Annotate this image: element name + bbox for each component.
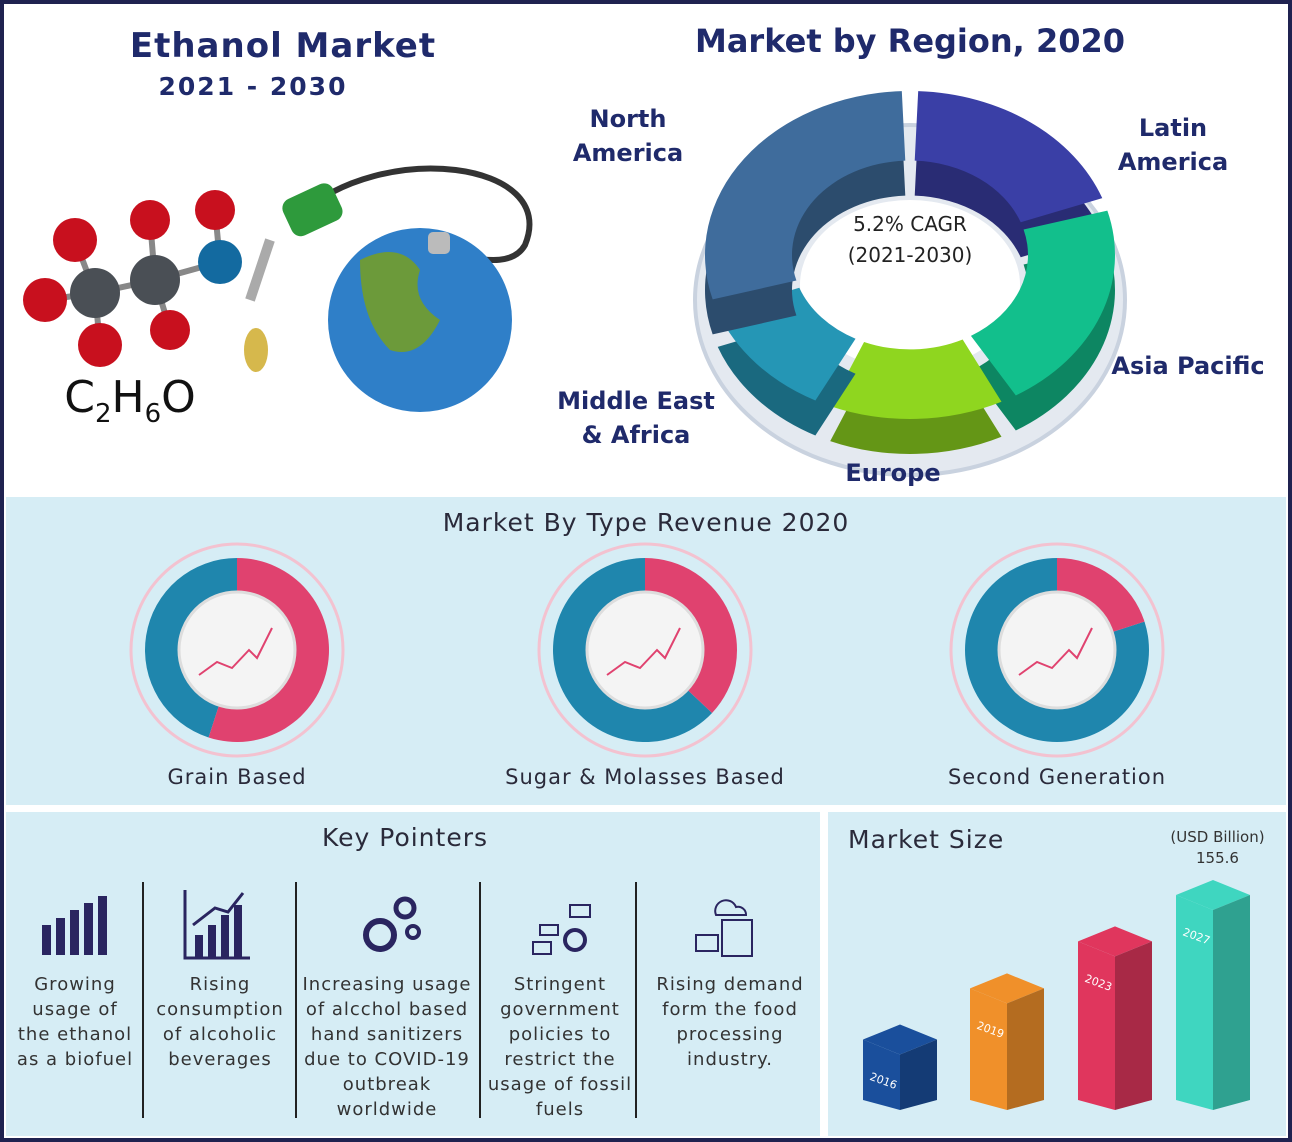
- formula-part: C: [64, 372, 95, 423]
- pointer-text: Stringent government policies to restric…: [487, 974, 633, 1120]
- halo: [949, 542, 1165, 758]
- center-text: 5.2% CAGR: [853, 212, 967, 236]
- segment-rest: [144, 558, 237, 738]
- region-label: North America: [572, 105, 684, 167]
- title: Ethanol Market: [129, 26, 437, 66]
- type-label: Second Generation: [947, 765, 1167, 789]
- platform-hole: [800, 200, 1020, 370]
- pointer-text: Rising demand form the food processing i…: [656, 974, 804, 1070]
- region-label: Latin America: [1117, 114, 1229, 176]
- formula-part: O: [161, 372, 196, 423]
- chart-icon: [1018, 627, 1093, 676]
- chart-icon: [606, 627, 681, 676]
- bar-side: [1115, 941, 1152, 1110]
- formula-part: H: [111, 372, 145, 423]
- chart-icon: [198, 627, 273, 676]
- segment-rest: [553, 558, 713, 742]
- bar: [970, 988, 1007, 1110]
- type-label: Grain Based: [167, 765, 307, 789]
- type-title: Market By Type Revenue 2020: [442, 508, 850, 537]
- segment: [208, 558, 329, 742]
- size-title: Market Size: [848, 825, 1005, 854]
- molecule: [23, 190, 242, 367]
- bar: [1176, 895, 1213, 1110]
- pointer-icons: [42, 890, 753, 960]
- pointer-text: Growing usage of the ethanol as a biofue…: [16, 974, 134, 1070]
- segment-rest: [965, 558, 1149, 742]
- segment: [705, 91, 906, 300]
- pointers-title: Key Pointers: [321, 823, 489, 852]
- center-disc: [177, 590, 297, 710]
- segment: [830, 339, 1002, 420]
- pointer-text: Increasing usage of alcchol based hand s…: [302, 974, 472, 1120]
- formula-part: 2: [94, 398, 112, 429]
- bar-side: [1213, 895, 1250, 1110]
- center-disc: [585, 590, 705, 710]
- formula: C2H6O: [40, 372, 220, 429]
- value-label: 155.6: [1196, 849, 1239, 867]
- pointer-text: Rising consumption of alcoholic beverage…: [156, 974, 284, 1070]
- region-label: Europe: [845, 459, 941, 487]
- region-title: Market by Region, 2020: [694, 22, 1126, 60]
- region-label: Middle East & Africa: [557, 387, 715, 449]
- segment: [1057, 558, 1145, 634]
- subtitle: 2021 - 2030: [158, 72, 348, 101]
- bar-side: [1007, 988, 1044, 1110]
- halo: [129, 542, 345, 758]
- center-text: (2021-2030): [847, 243, 973, 267]
- type-label: Sugar & Molasses Based: [505, 765, 785, 789]
- segment: [914, 91, 1103, 223]
- formula-part: 6: [144, 398, 162, 429]
- globe-icon: [244, 165, 533, 412]
- pointers-panel: [6, 812, 820, 1136]
- bar: [1078, 941, 1115, 1110]
- bar: [863, 1039, 900, 1110]
- region-label: Asia Pacific: [1111, 352, 1265, 380]
- bar-side: [900, 1039, 937, 1110]
- center-disc: [997, 590, 1117, 710]
- segment: [970, 210, 1115, 396]
- halo: [537, 542, 753, 758]
- unit-label: (USD Billion): [1170, 828, 1265, 846]
